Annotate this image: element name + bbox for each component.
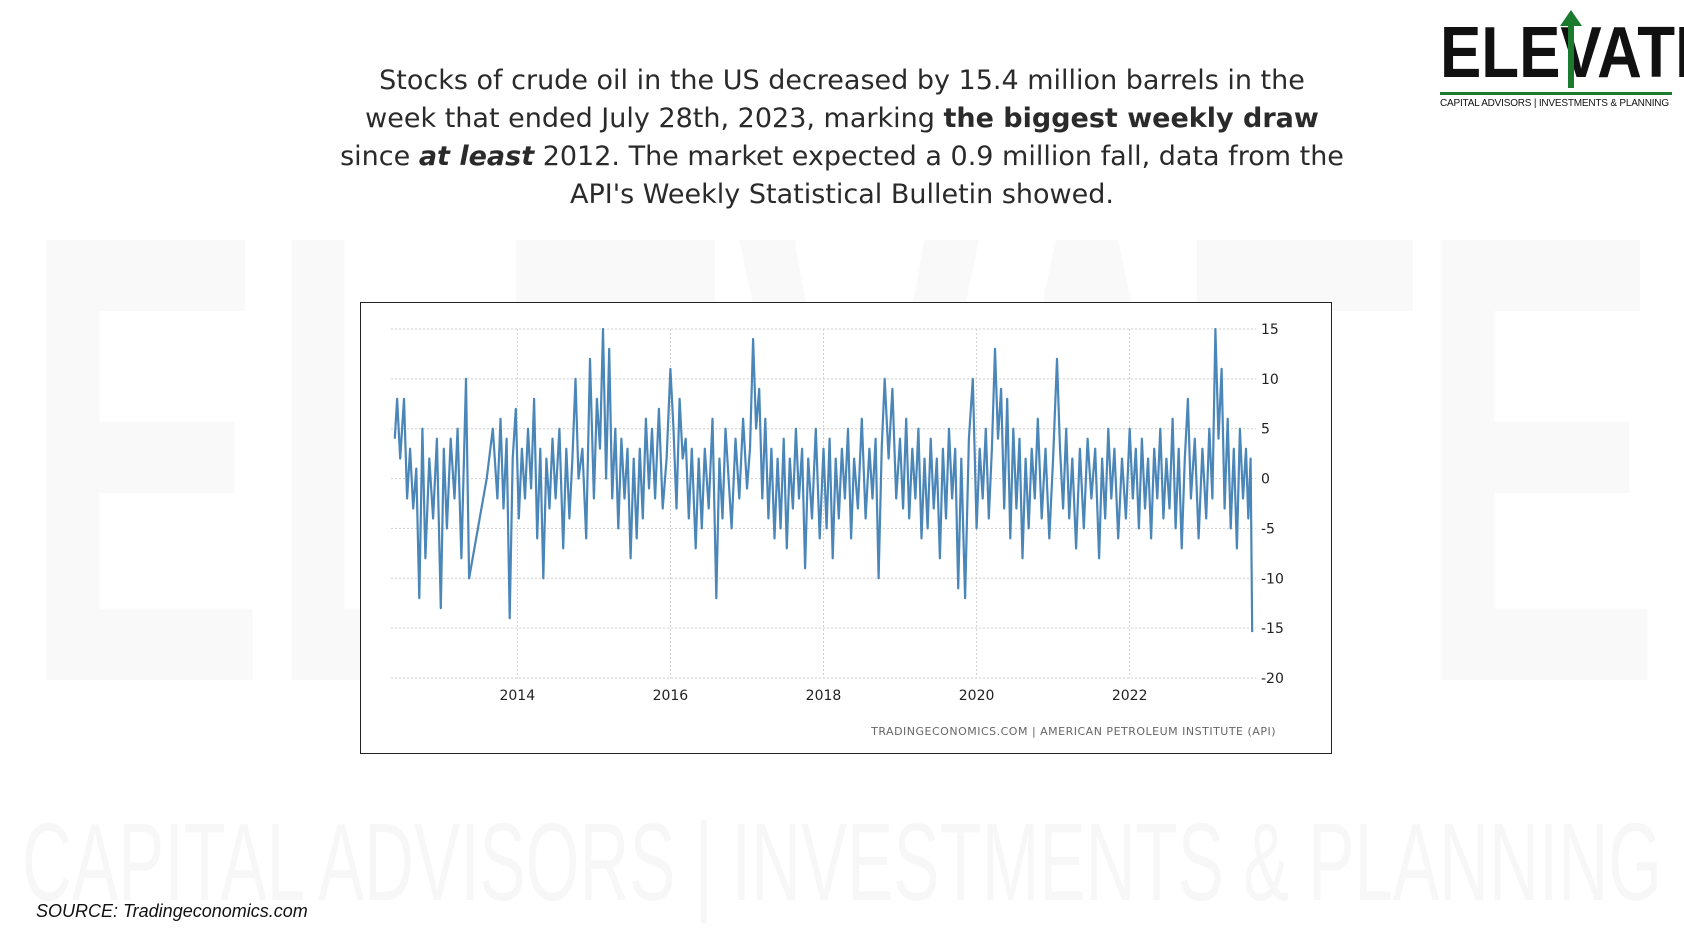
crude-oil-stocks-chart: 15 10 5 0 -5 -10 -15 -20 2014 2016 2018 2020 2022 T… bbox=[360, 302, 1332, 754]
y-tick-label: 0 bbox=[1261, 472, 1270, 488]
source-note: SOURCE: Tradingeconomics.com bbox=[36, 901, 308, 921]
chart-credit: TRADINGECONOMICS.COM | AMERICAN PETROLEU… bbox=[870, 725, 1276, 738]
x-tick-label: 2016 bbox=[653, 688, 689, 704]
up-arrow-icon bbox=[1560, 10, 1582, 88]
headline-part-2: since bbox=[340, 141, 419, 172]
series-line bbox=[393, 327, 1254, 633]
y-tick-label: -10 bbox=[1261, 571, 1284, 587]
y-tick-label: -5 bbox=[1261, 521, 1275, 537]
headline-emphasis-italic: at least bbox=[418, 141, 535, 172]
y-tick-label: -15 bbox=[1261, 621, 1284, 637]
chart-series bbox=[393, 327, 1254, 633]
chart-canvas: 15 10 5 0 -5 -10 -15 -20 2014 2016 2018 2020 2022 T… bbox=[391, 322, 1284, 738]
x-tick-label: 2022 bbox=[1112, 688, 1148, 704]
x-tick-label: 2018 bbox=[806, 688, 842, 704]
headline-part-1: Stocks of crude oil in the US decreased … bbox=[365, 65, 1305, 134]
logo-wordmark: ELEVATE bbox=[1440, 13, 1684, 93]
elevate-logo: ELEVATE CAPITAL ADVISORS | INVESTMENTS &… bbox=[1440, 10, 1684, 110]
x-tick-label: 2014 bbox=[499, 688, 535, 704]
headline-text: Stocks of crude oil in the US decreased … bbox=[340, 62, 1344, 214]
headline-part-3: 2012. The market expected a 0.9 million … bbox=[534, 141, 1344, 210]
logo-accent-rule bbox=[1440, 92, 1672, 95]
headline-emphasis: the biggest weekly draw bbox=[943, 103, 1319, 134]
x-tick-label: 2020 bbox=[959, 688, 995, 704]
y-tick-label: -20 bbox=[1261, 671, 1284, 687]
y-axis-ticks: 15 10 5 0 -5 -10 -15 -20 bbox=[1261, 322, 1284, 687]
y-tick-label: 15 bbox=[1261, 322, 1279, 338]
y-tick-label: 10 bbox=[1261, 372, 1279, 388]
logo-tagline: CAPITAL ADVISORS | INVESTMENTS & PLANNIN… bbox=[1440, 98, 1669, 109]
x-axis-ticks: 2014 2016 2018 2020 2022 bbox=[499, 688, 1147, 704]
y-tick-label: 5 bbox=[1261, 422, 1270, 438]
